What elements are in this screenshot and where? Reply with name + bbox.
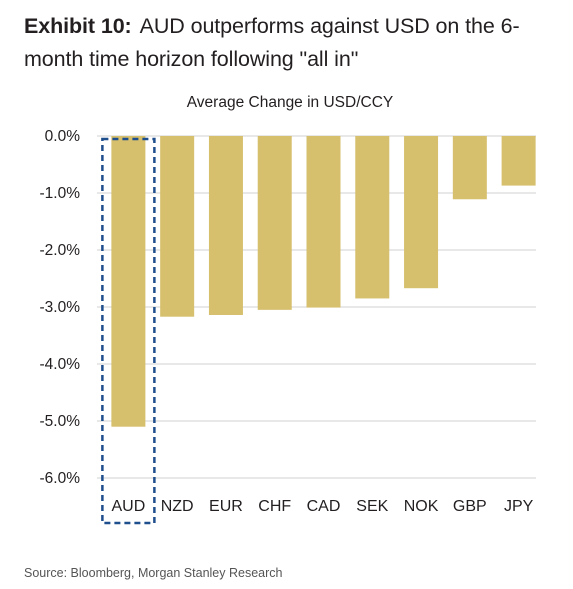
x-tick-label: CHF xyxy=(258,498,291,515)
x-axis-ticks: AUD NZD EUR CHF CAD SEK NOK GBP JPY xyxy=(111,498,533,515)
x-tick-label: CAD xyxy=(307,498,341,515)
x-tick-label: NOK xyxy=(404,498,439,515)
chart-title: Average Change in USD/CCY xyxy=(186,94,394,111)
y-tick-label: -1.0% xyxy=(40,185,81,202)
bar-sek xyxy=(355,136,390,299)
chart-area: Average Change in USD/CCY 0.0% -1.0% -2.0%… xyxy=(0,88,573,528)
bar-gbp xyxy=(452,136,487,200)
y-axis-ticks: 0.0% -1.0% -2.0% -3.0% -4.0% -5.0% -6.0% xyxy=(40,128,81,487)
y-tick-label: -4.0% xyxy=(40,356,81,373)
x-tick-label: EUR xyxy=(209,498,243,515)
bar-eur xyxy=(208,136,243,315)
y-tick-label: 0.0% xyxy=(45,128,81,145)
y-tick-label: -3.0% xyxy=(40,299,81,316)
exhibit-text: AUD outperforms against USD on the 6-mon… xyxy=(24,14,520,71)
y-tick-label: -2.0% xyxy=(40,242,81,259)
y-tick-label: -5.0% xyxy=(40,413,81,430)
bar-chf xyxy=(257,136,292,310)
bar-nok xyxy=(404,136,439,289)
x-tick-label: AUD xyxy=(111,498,145,515)
x-tick-label: SEK xyxy=(356,498,388,515)
y-tick-label: -6.0% xyxy=(40,470,81,487)
bar-nzd xyxy=(160,136,195,317)
exhibit-title: Exhibit 10: AUD outperforms against USD o… xyxy=(24,10,559,76)
x-tick-label: NZD xyxy=(161,498,194,515)
exhibit-label: Exhibit 10: xyxy=(24,14,132,38)
bar-cad xyxy=(306,136,341,308)
bar-aud xyxy=(111,136,146,427)
bar-jpy xyxy=(501,136,536,186)
x-tick-label: JPY xyxy=(504,498,534,515)
highlight-layer xyxy=(101,137,156,525)
x-tick-label: GBP xyxy=(453,498,487,515)
highlight-box xyxy=(101,137,156,525)
source-note: Source: Bloomberg, Morgan Stanley Resear… xyxy=(24,566,283,580)
bars xyxy=(111,136,536,427)
bar-chart: 0.0% -1.0% -2.0% -3.0% -4.0% -5.0% -6.0% AUD NZ… xyxy=(40,128,536,525)
